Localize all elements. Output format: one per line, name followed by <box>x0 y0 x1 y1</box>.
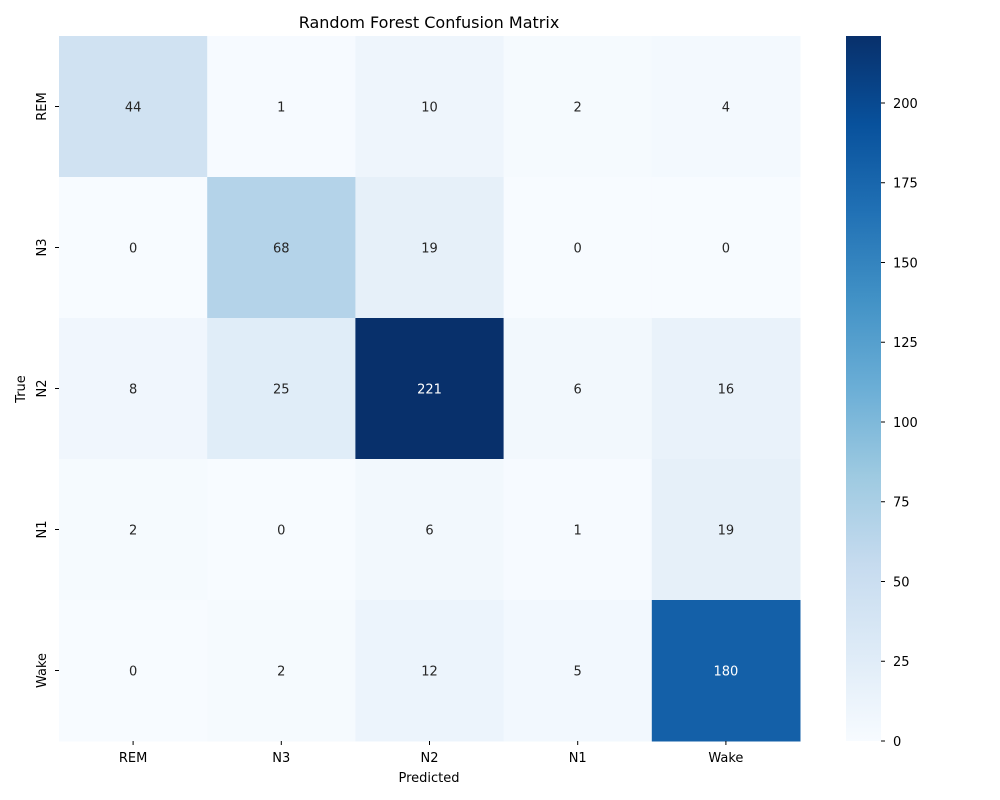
y-axis-label: True <box>14 375 29 404</box>
x-axis-ticks: REM N3 N2 N1 Wake <box>119 741 743 766</box>
chart-title: Random Forest Confusion Matrix <box>299 13 560 32</box>
heatmap-cell <box>651 36 801 178</box>
x-axis-label: Predicted <box>398 771 459 786</box>
heatmap-cell <box>503 177 653 319</box>
y-axis-ticks: REM N3 N2 N1 Wake <box>35 92 59 688</box>
colorbar-tick-label: 150 <box>893 256 918 271</box>
colorbar-tick-label: 125 <box>893 336 918 351</box>
cell-value-label: 2 <box>129 524 137 539</box>
cell-value-label: 221 <box>417 383 442 398</box>
heatmap-cell <box>59 36 208 178</box>
heatmap-cell <box>503 36 653 178</box>
heatmap-cell <box>59 318 208 460</box>
cell-value-label: 6 <box>425 524 433 539</box>
cell-value-label: 0 <box>722 242 730 257</box>
colorbar-tick-label: 175 <box>893 177 918 192</box>
cell-value-label: 5 <box>574 665 582 680</box>
heatmap-cell <box>207 459 356 601</box>
y-tick-label: REM <box>35 92 50 120</box>
heatmap-cell <box>503 600 653 742</box>
y-tick-label: N2 <box>35 380 50 398</box>
heatmap-cell <box>503 318 653 460</box>
y-tick-label: Wake <box>35 653 50 688</box>
y-tick-label: N1 <box>35 521 50 539</box>
cell-value-label: 0 <box>277 524 285 539</box>
heatmap-cell <box>59 600 208 742</box>
heatmap-cell <box>651 318 801 460</box>
cell-value-label: 180 <box>713 665 738 680</box>
cell-value-label: 1 <box>277 101 285 116</box>
cell-value-label: 16 <box>718 383 735 398</box>
cell-value-label: 10 <box>421 101 438 116</box>
colorbar-tick-label: 50 <box>893 575 910 590</box>
heatmap-cell <box>651 600 801 742</box>
heatmap-cells <box>59 36 801 742</box>
colorbar-tick-label: 200 <box>893 97 918 112</box>
colorbar-tick-label: 75 <box>893 496 910 511</box>
heatmap-cell <box>355 318 505 460</box>
heatmap-cell <box>355 36 505 178</box>
heatmap-cell <box>207 318 356 460</box>
heatmap-cell <box>503 459 653 601</box>
heatmap-cell <box>207 177 356 319</box>
heatmap-annotations: 44 1 10 2 4 0 68 19 0 0 8 25 221 6 16 2 0 6 1 19 0 2 12 5 180 <box>125 101 738 680</box>
cell-value-label: 12 <box>421 665 438 680</box>
cell-value-label: 1 <box>574 524 582 539</box>
heatmap-cell <box>355 600 505 742</box>
cell-value-label: 0 <box>129 242 137 257</box>
cell-value-label: 6 <box>574 383 582 398</box>
x-tick-label: REM <box>119 751 147 766</box>
x-tick-label: N1 <box>569 751 587 766</box>
cell-value-label: 68 <box>273 242 290 257</box>
colorbar-ticks: 0 25 50 75 100 125 150 175 200 <box>881 97 918 750</box>
x-tick-label: N2 <box>421 751 439 766</box>
heatmap-cell <box>59 177 208 319</box>
cell-value-label: 44 <box>125 101 142 116</box>
cell-value-label: 19 <box>421 242 438 257</box>
heatmap-cell <box>207 600 356 742</box>
colorbar-tick-label: 25 <box>893 655 910 670</box>
cell-value-label: 19 <box>718 524 735 539</box>
cell-value-label: 2 <box>574 101 582 116</box>
heatmap-cell <box>355 177 505 319</box>
cell-value-label: 4 <box>722 101 730 116</box>
heatmap-cell <box>651 177 801 319</box>
cell-value-label: 2 <box>277 665 285 680</box>
cell-value-label: 0 <box>129 665 137 680</box>
cell-value-label: 8 <box>129 383 137 398</box>
heatmap-cell <box>59 459 208 601</box>
heatmap-cell <box>355 459 505 601</box>
heatmap-cell <box>651 459 801 601</box>
x-tick-label: Wake <box>708 751 743 766</box>
x-tick-label: N3 <box>272 751 290 766</box>
heatmap-cell <box>207 36 356 178</box>
cell-value-label: 0 <box>574 242 582 257</box>
cell-value-label: 25 <box>273 383 290 398</box>
colorbar-tick-label: 100 <box>893 416 918 431</box>
colorbar-tick-label: 0 <box>893 735 901 750</box>
colorbar <box>846 36 881 741</box>
y-tick-label: N3 <box>35 239 50 257</box>
